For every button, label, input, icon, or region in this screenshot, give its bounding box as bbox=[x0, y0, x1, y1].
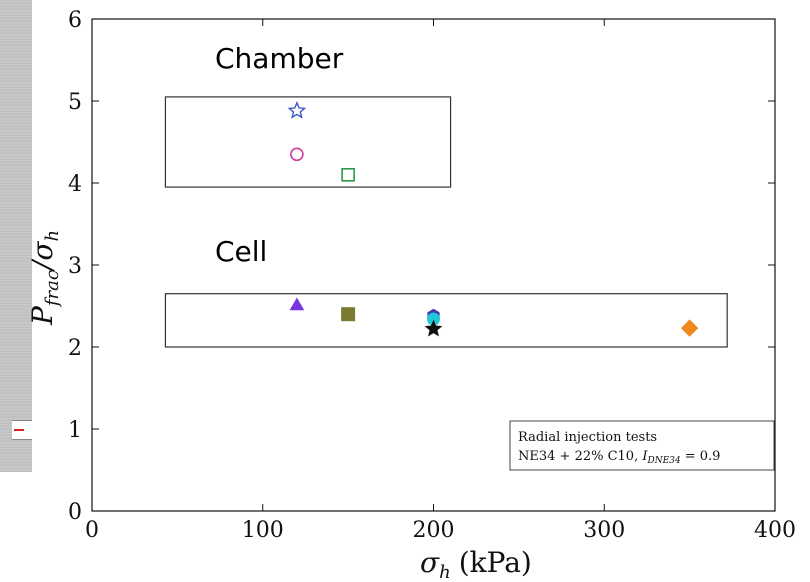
data-point-square bbox=[341, 307, 356, 322]
legend-line-2: NE34 + 22% C10, IDNE34 = 0.9 bbox=[518, 449, 720, 466]
legend-line-1: Radial injection tests bbox=[518, 430, 657, 445]
annotation-cell: Cell bbox=[215, 235, 267, 268]
y-axis-label: Pfrac/σh bbox=[26, 230, 63, 326]
y-tick-label: 6 bbox=[68, 8, 82, 33]
x-tick-label: 300 bbox=[583, 518, 625, 543]
data-point-circle-open bbox=[290, 147, 304, 162]
data-point-square-open bbox=[341, 168, 355, 182]
region-boxes bbox=[164, 96, 728, 348]
y-tick-label: 3 bbox=[68, 254, 82, 279]
data-points bbox=[287, 100, 699, 337]
region-box-cell bbox=[164, 293, 728, 348]
x-tick-label: 400 bbox=[754, 518, 796, 543]
y-tick-label: 4 bbox=[68, 172, 82, 197]
x-tick-label: 0 bbox=[85, 518, 99, 543]
data-point-star-open bbox=[287, 100, 307, 119]
y-tick-label: 0 bbox=[68, 500, 82, 525]
annotation-chamber: Chamber bbox=[215, 42, 344, 75]
y-tick-label: 1 bbox=[68, 418, 82, 443]
y-tick-label: 5 bbox=[68, 90, 82, 115]
cropped-scale-marker bbox=[12, 420, 32, 440]
axis-ticks: 0 100 200 300 400 0 1 2 3 4 5 6 bbox=[68, 8, 796, 543]
region-box-chamber bbox=[164, 96, 452, 188]
data-point-star bbox=[424, 319, 443, 337]
data-point-diamond bbox=[680, 319, 699, 337]
data-point-triangle bbox=[289, 297, 305, 311]
y-tick-label: 2 bbox=[68, 336, 82, 361]
x-tick-label: 100 bbox=[242, 518, 284, 543]
cropped-image-strip bbox=[0, 0, 32, 472]
x-tick-label: 200 bbox=[413, 518, 455, 543]
legend-box: Radial injection tests NE34 + 22% C10, I… bbox=[509, 420, 775, 471]
x-axis-label: σh (kPa) bbox=[420, 546, 532, 582]
